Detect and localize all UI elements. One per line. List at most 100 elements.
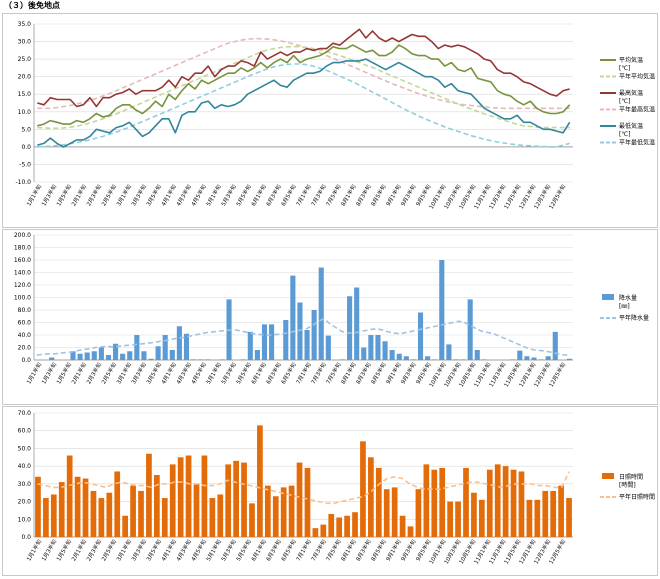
bar bbox=[361, 347, 367, 360]
bar bbox=[169, 350, 175, 360]
legend-label-avg: 平均気温 bbox=[619, 56, 643, 64]
legend-label-normal: 平年降水量 bbox=[619, 314, 649, 322]
bar bbox=[191, 359, 197, 360]
bar bbox=[417, 312, 424, 360]
bar bbox=[74, 476, 81, 537]
bar bbox=[233, 460, 239, 537]
bar bbox=[389, 350, 395, 360]
bar bbox=[336, 517, 343, 537]
bar bbox=[130, 485, 136, 537]
bar bbox=[141, 351, 147, 360]
bar bbox=[439, 260, 445, 360]
bar bbox=[446, 344, 452, 360]
bar bbox=[43, 498, 49, 537]
y-tick-label: 200.0 bbox=[14, 232, 31, 239]
bar bbox=[304, 467, 311, 537]
legend-label-bar: 日照時間 bbox=[619, 473, 643, 481]
bar bbox=[566, 358, 573, 360]
bar bbox=[526, 499, 533, 537]
y-tick-label: 10.0 bbox=[18, 516, 32, 523]
bar bbox=[296, 462, 303, 537]
legend-label-avg_normal: 平年平均気温 bbox=[619, 73, 655, 81]
bar bbox=[155, 346, 161, 360]
legend-unit-bar: [㎜] bbox=[619, 303, 630, 310]
bar bbox=[524, 356, 530, 360]
bar bbox=[161, 498, 168, 537]
bar bbox=[517, 350, 523, 360]
bar bbox=[311, 310, 317, 360]
precipitation-chart: 0.0 20.0 40.0 60.0 80.0 100.0 120.0 140.0 160.0 1… bbox=[14, 232, 649, 388]
legend-label-min_normal: 平年最低気温 bbox=[619, 139, 655, 147]
bar bbox=[113, 343, 119, 360]
bar bbox=[225, 464, 232, 537]
bar bbox=[283, 320, 289, 360]
bar bbox=[453, 359, 459, 360]
bar bbox=[120, 353, 126, 360]
bar bbox=[474, 350, 480, 360]
bar bbox=[494, 464, 501, 537]
y-tick-label: 0.0 bbox=[21, 357, 31, 364]
bar bbox=[241, 462, 247, 537]
bar bbox=[552, 331, 558, 360]
y-tick-label: 40.0 bbox=[18, 332, 32, 339]
y-tick-label: 160.0 bbox=[14, 257, 31, 264]
series-avg-line bbox=[37, 44, 571, 127]
bar bbox=[391, 487, 398, 537]
bar bbox=[82, 478, 89, 537]
y-tick-label: 120.0 bbox=[14, 282, 31, 289]
bar bbox=[249, 503, 255, 537]
legend-unit-avg: [℃] bbox=[619, 65, 630, 72]
bar bbox=[320, 524, 327, 537]
bar bbox=[312, 528, 319, 537]
bar bbox=[209, 498, 216, 537]
temperature-chart: -10.0-5.00.05.010.015.020.025.030.035.01… bbox=[15, 21, 655, 210]
bar bbox=[264, 485, 271, 537]
y-tick-label: -5.0 bbox=[19, 161, 31, 168]
bar bbox=[566, 498, 572, 537]
series-avg-normal-line bbox=[37, 45, 570, 130]
legend-label-normal: 平年日照時間 bbox=[619, 493, 655, 501]
bar bbox=[407, 526, 414, 537]
bar bbox=[460, 359, 466, 360]
y-tick-label: -10.0 bbox=[15, 179, 31, 186]
bar bbox=[463, 467, 469, 537]
bar bbox=[98, 498, 105, 537]
bar bbox=[431, 469, 438, 537]
y-tick-label: 30.0 bbox=[18, 39, 32, 46]
bar bbox=[550, 490, 557, 537]
bar bbox=[49, 357, 55, 360]
y-tick-label: 20.0 bbox=[18, 74, 32, 81]
bar bbox=[538, 359, 544, 360]
y-tick-label: 5.0 bbox=[21, 126, 31, 133]
bar bbox=[122, 515, 129, 537]
legend-unit-max: [℃] bbox=[619, 98, 630, 105]
page-title: （３）後免地点 bbox=[4, 1, 60, 10]
bar bbox=[58, 482, 65, 537]
temperature-chart-panel: -10.0 -5.0 0.0 5.0 10.0 15.0 20.0 25.0 30.0 35.0 1… bbox=[2, 13, 658, 228]
bar bbox=[510, 469, 517, 537]
y-tick-label: 25.0 bbox=[18, 56, 32, 63]
bar bbox=[105, 355, 112, 360]
bar bbox=[146, 453, 152, 537]
bar bbox=[360, 441, 366, 537]
y-tick-label: 80.0 bbox=[18, 307, 32, 314]
bar bbox=[70, 351, 76, 360]
bar bbox=[134, 335, 140, 360]
bar bbox=[280, 487, 287, 537]
bar bbox=[269, 324, 275, 360]
bar bbox=[542, 490, 549, 537]
legend-unit-bar: [時間] bbox=[619, 481, 636, 489]
bar bbox=[432, 359, 438, 360]
y-tick-label: 10.0 bbox=[18, 109, 32, 116]
bar bbox=[486, 469, 493, 537]
bar bbox=[344, 515, 350, 537]
bar bbox=[347, 296, 353, 360]
y-tick-label: 20.0 bbox=[18, 499, 32, 506]
bar bbox=[403, 356, 409, 360]
bar bbox=[114, 471, 121, 537]
legend-label-max_normal: 平年最高気温 bbox=[619, 106, 655, 114]
legend-swatch-bar bbox=[602, 473, 614, 479]
bar bbox=[339, 359, 346, 360]
y-tick-label: 0.0 bbox=[21, 534, 31, 541]
y-tick-label: 40.0 bbox=[18, 463, 32, 470]
